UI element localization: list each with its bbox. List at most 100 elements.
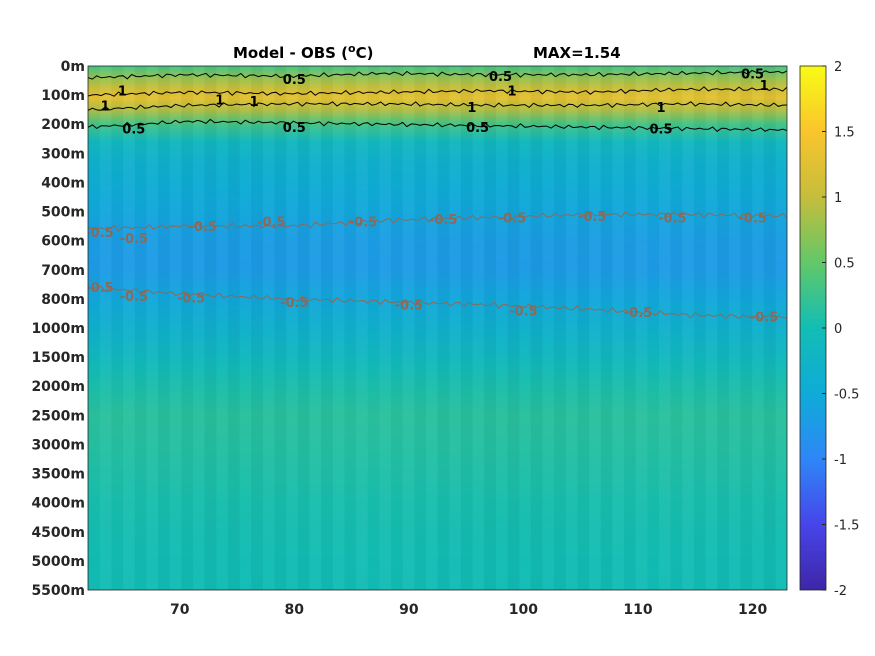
heatmap-stripe <box>484 66 496 590</box>
contour-label: -0.5 <box>658 211 686 226</box>
contour-label: -0.5 <box>349 216 377 231</box>
contour-label: -0.5 <box>280 296 308 311</box>
colorbar-tick-label: 0 <box>834 322 842 337</box>
colorbar-gradient <box>799 65 827 591</box>
contour-label: 0.5 <box>283 73 306 88</box>
heatmap-stripe <box>123 66 135 590</box>
y-tick-label: 800m <box>41 292 85 308</box>
contour-label: -0.5 <box>624 306 652 321</box>
y-tick-label: 4000m <box>31 496 85 512</box>
contour-label: -0.5 <box>498 211 526 226</box>
x-tick-label: 110 <box>623 602 652 618</box>
x-tick-label: 80 <box>285 602 305 618</box>
heatmap-stripe <box>729 66 741 590</box>
heatmap-stripe <box>449 66 461 590</box>
contour-label: 0.5 <box>122 123 145 138</box>
y-tick-label: 5500m <box>31 583 85 599</box>
contour-label: -0.5 <box>738 211 766 226</box>
heatmap-stripe <box>426 66 438 590</box>
heatmap-stripe <box>111 66 123 590</box>
heatmap-stripe <box>403 66 415 590</box>
heatmap-stripe <box>612 66 624 590</box>
max-annotation: MAX=1.54 <box>533 44 621 62</box>
y-tick-label: 2000m <box>31 379 85 395</box>
heatmap-stripe <box>321 66 333 590</box>
heatmap-field <box>88 66 787 590</box>
contour-line <box>88 69 787 80</box>
heatmap-stripe <box>379 66 391 590</box>
y-tick-label: 100m <box>41 88 85 104</box>
heatmap-stripe <box>391 66 403 590</box>
contour-label: 1 <box>215 94 224 109</box>
heatmap-stripe <box>705 66 717 590</box>
heatmap-stripe <box>263 66 275 590</box>
heatmap-stripe <box>659 66 671 590</box>
contour-line <box>88 285 787 322</box>
heatmap-stripe <box>717 66 729 590</box>
contour-label: -0.5 <box>578 210 606 225</box>
heatmap-stripe <box>239 66 251 590</box>
heatmap-stripe <box>496 66 508 590</box>
heatmap-stripe <box>671 66 683 590</box>
y-tick-label: 400m <box>41 175 85 191</box>
heatmap-stripe <box>274 66 286 590</box>
colorbar: 2 1.5 1 0.5 0 -0.5 -1 -1.5 -2 <box>799 60 859 599</box>
heatmap-stripe <box>298 66 310 590</box>
colorbar-tick-label: -1.5 <box>834 519 859 534</box>
heatmap-stripe <box>333 66 345 590</box>
heatmap-stripe <box>216 66 228 590</box>
heatmap-stripe <box>309 66 321 590</box>
heatmap-stripe <box>764 66 776 590</box>
heatmap-stripe <box>740 66 752 590</box>
contour-line <box>88 101 787 111</box>
heatmap-stripe <box>624 66 636 590</box>
heatmap-stripe <box>531 66 543 590</box>
heatmap-stripe <box>356 66 368 590</box>
y-tick-label: 3500m <box>31 467 85 483</box>
y-tick-label: 3000m <box>31 437 85 453</box>
contour-label: -0.5 <box>188 220 216 235</box>
x-axis-tick-labels: 70 80 90 100 110 120 <box>170 602 768 618</box>
contour-labels: 0.5 0.5 0.51 1 11 1 1 1 10.5 0.5 0.5 0.5-0.5 -0.5-0.… <box>88 67 778 325</box>
contour-label: 0.5 <box>489 70 512 85</box>
y-tick-label: 300m <box>41 146 85 162</box>
heatmap-stripe <box>507 66 519 590</box>
y-axis-tick-labels: 0m 100m 200m 300m 400m 500m 600m 700m 800m 1000m 1… <box>31 59 85 599</box>
contour-label: -0.5 <box>177 291 205 306</box>
y-tick-label: 5000m <box>31 554 85 570</box>
heatmap-stripe <box>461 66 473 590</box>
heatmap-stripe <box>368 66 380 590</box>
y-tick-label: 1500m <box>31 350 85 366</box>
contour-lines <box>88 69 787 322</box>
heatmap-plot: 0.5 0.5 0.51 1 11 1 1 1 10.5 0.5 0.5 0.5-0.5 -0.5-0.… <box>87 65 788 591</box>
contour-label: 0.5 <box>649 123 672 138</box>
x-tick-label: 120 <box>738 602 767 618</box>
contour-label: -0.5 <box>120 290 148 305</box>
colorbar-tick-label: 1.5 <box>834 126 855 141</box>
contour-label: -0.5 <box>120 232 148 247</box>
colorbar-tick-label: -1 <box>834 453 847 468</box>
heatmap-stripe <box>472 66 484 590</box>
heatmap-stripe <box>636 66 648 590</box>
contour-line <box>88 86 787 97</box>
contour-label: 1 <box>656 101 665 116</box>
heatmap-column-stripes <box>88 66 787 590</box>
contour-label: 1 <box>250 95 259 110</box>
heatmap-stripe <box>158 66 170 590</box>
heatmap-stripe <box>193 66 205 590</box>
heatmap-stripe <box>577 66 589 590</box>
heatmap-stripe <box>181 66 193 590</box>
contour-label: 1 <box>118 85 127 100</box>
colorbar-tick-label: 0.5 <box>834 257 855 272</box>
x-tick-label: 90 <box>399 602 419 618</box>
heatmap-stripe <box>752 66 764 590</box>
heatmap-stripe <box>694 66 706 590</box>
y-tick-label: 700m <box>41 263 85 279</box>
heatmap-stripe <box>554 66 566 590</box>
heatmap-stripe <box>170 66 182 590</box>
y-tick-label: 200m <box>41 117 85 133</box>
y-tick-label: 4500m <box>31 525 85 541</box>
heatmap-stripe <box>589 66 601 590</box>
contour-label: 1 <box>507 85 516 100</box>
colorbar-tick-label: -2 <box>834 584 847 599</box>
